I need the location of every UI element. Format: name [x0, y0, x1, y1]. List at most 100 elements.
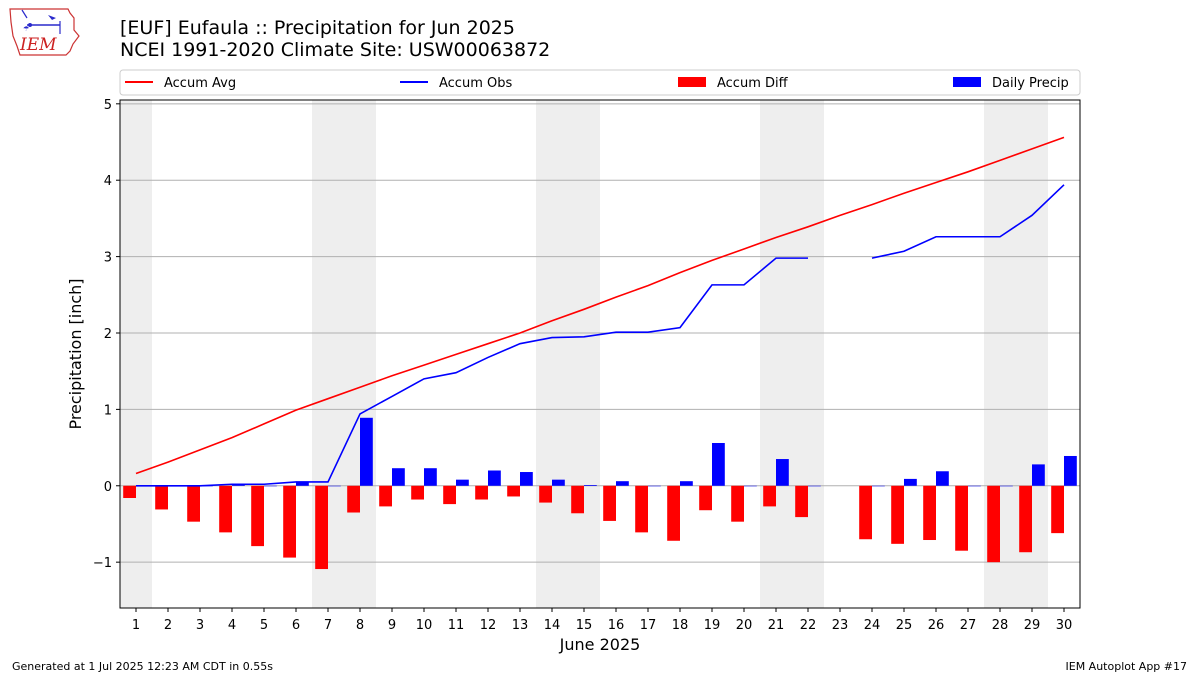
x-tick-label: 9	[388, 618, 396, 633]
y-tick-label: −1	[93, 556, 112, 571]
x-tick-label: 14	[544, 618, 561, 633]
daily-precip-bar	[968, 485, 981, 487]
accum-avg-line	[135, 136, 1065, 475]
accum-obs-line	[871, 184, 1065, 259]
y-axis-label: Precipitation [inch]	[66, 278, 85, 429]
x-tick-label: 17	[640, 618, 657, 633]
title-line-2: NCEI 1991-2020 Climate Site: USW00063872	[120, 39, 551, 61]
daily-precip-bar	[904, 478, 917, 486]
diff-bar	[155, 485, 168, 510]
x-tick-label: 13	[512, 618, 529, 633]
diff-bar	[1019, 485, 1032, 553]
daily-precip-bar	[616, 481, 629, 486]
daily-precip-bar	[1064, 455, 1077, 486]
y-tick-label: 1	[104, 403, 112, 418]
x-tick-label: 10	[416, 618, 433, 633]
x-tick-label: 28	[992, 618, 1009, 633]
legend-label: Daily Precip	[992, 76, 1069, 91]
x-tick-label: 27	[960, 618, 977, 633]
y-tick-label: 4	[104, 174, 112, 189]
x-tick-label: 24	[864, 618, 881, 633]
x-tick-label: 25	[896, 618, 913, 633]
diff-bar	[955, 485, 968, 551]
daily-precip-bar	[712, 442, 725, 486]
legend-bar-swatch	[678, 77, 706, 87]
daily-precip-bar	[456, 479, 469, 486]
diff-bar	[987, 485, 1000, 563]
diff-bar	[795, 485, 808, 518]
daily-precip-bar	[552, 479, 565, 486]
daily-precip-bar	[328, 485, 341, 487]
y-tick-label: 5	[104, 98, 112, 113]
legend-box	[119, 69, 1081, 96]
diff-bar	[411, 485, 424, 500]
daily-precip-bar	[488, 470, 501, 486]
legend-label: Accum Obs	[439, 76, 512, 91]
daily-precip-bar	[296, 481, 309, 486]
x-tick-label: 11	[448, 618, 465, 633]
x-tick-label: 6	[292, 618, 300, 633]
iem-logo: ☂ IEM	[9, 8, 80, 56]
footer-generated: Generated at 1 Jul 2025 12:23 AM CDT in …	[12, 660, 273, 673]
daily-precip-bar	[424, 468, 437, 486]
daily-precip-bar	[1032, 464, 1045, 486]
diff-bar	[923, 485, 936, 541]
diff-bar	[219, 485, 232, 533]
diff-bar	[379, 485, 392, 507]
weekend-shade	[760, 100, 824, 608]
x-tick-label: 3	[196, 618, 204, 633]
footer-app: IEM Autoplot App #17	[1065, 660, 1188, 673]
x-tick-label: 16	[608, 618, 625, 633]
x-tick-label: 30	[1056, 618, 1073, 633]
x-tick-label: 4	[228, 618, 236, 633]
diff-bar	[635, 485, 648, 533]
legend-label: Accum Diff	[717, 76, 789, 91]
diff-bar	[475, 485, 488, 500]
diff-bar	[443, 485, 456, 505]
x-tick-label: 5	[260, 618, 268, 633]
legend-bar-swatch	[953, 77, 981, 87]
x-tick-label: 2	[164, 618, 172, 633]
diff-bar	[187, 485, 200, 522]
x-tick-label: 8	[356, 618, 364, 633]
x-tick-label: 1	[132, 618, 140, 633]
diff-bar	[859, 485, 872, 540]
x-tick-label: 20	[736, 618, 753, 633]
diff-bar	[667, 485, 680, 541]
chart-title: [EUF] Eufaula :: Precipitation for Jun 2…	[120, 17, 550, 61]
y-tick-label: 3	[104, 251, 112, 266]
daily-precip-bar	[264, 485, 277, 487]
daily-precip-bar	[1000, 485, 1013, 487]
y-tick-label: 0	[104, 480, 112, 495]
weekend-shade	[536, 100, 600, 608]
x-tick-label: 21	[768, 618, 785, 633]
diff-bar	[539, 485, 552, 503]
daily-precip-bar	[744, 485, 757, 487]
daily-precip-bar	[360, 417, 373, 486]
daily-precip-bar	[776, 459, 789, 486]
diff-bar	[571, 485, 584, 514]
diff-bar	[699, 485, 712, 511]
daily-precip-bar	[584, 485, 597, 486]
legend-label: Accum Avg	[164, 76, 236, 91]
diff-bar	[283, 485, 296, 558]
svg-text:☂: ☂	[23, 25, 29, 33]
diff-bar	[347, 485, 360, 513]
x-tick-label: 26	[928, 618, 945, 633]
title-line-1: [EUF] Eufaula :: Precipitation for Jun 2…	[120, 17, 515, 39]
diff-bar	[603, 485, 616, 521]
x-tick-label: 7	[324, 618, 332, 633]
weekend-shade	[120, 100, 152, 608]
diff-bar	[1051, 485, 1064, 534]
diff-bar	[891, 485, 904, 544]
daily-precip-bar	[808, 485, 821, 487]
daily-precip-bar	[680, 481, 693, 486]
daily-precip-bar	[872, 485, 885, 487]
daily-precip-bar	[520, 472, 533, 486]
x-tick-label: 19	[704, 618, 721, 633]
diff-bar	[763, 485, 776, 507]
diff-bar	[251, 485, 264, 547]
x-tick-label: 22	[800, 618, 817, 633]
x-tick-label: 23	[832, 618, 849, 633]
